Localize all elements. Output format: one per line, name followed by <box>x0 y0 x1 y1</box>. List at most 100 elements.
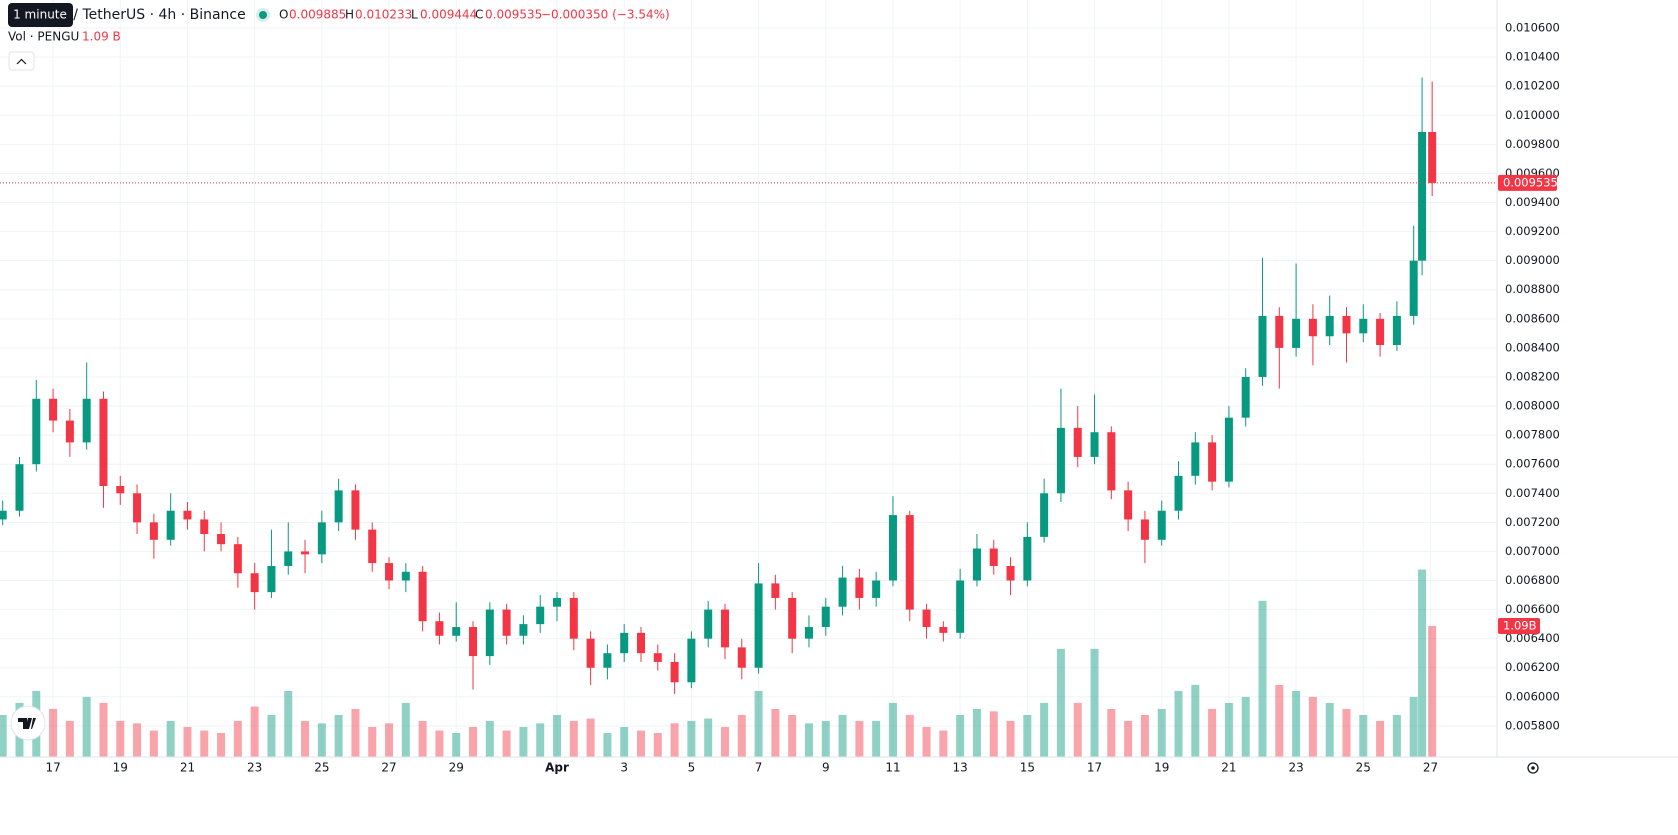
change-value: −0.000350 (−3.54%) <box>541 8 670 22</box>
candle-body <box>32 398 41 465</box>
volume-bar <box>939 730 948 757</box>
volume-bar <box>553 714 562 757</box>
volume-bar <box>754 690 763 757</box>
volume-bar <box>1308 696 1317 757</box>
candle-body <box>519 624 528 636</box>
volume-value: 1.09 B <box>82 30 121 44</box>
volume-bar <box>636 730 645 757</box>
candle-body <box>1040 493 1049 537</box>
candle-body <box>116 486 125 494</box>
candle-body <box>989 548 998 566</box>
volume-bar <box>704 718 713 757</box>
collapse-icon <box>16 58 27 65</box>
volume-bar <box>99 702 108 757</box>
candle-body <box>838 577 847 607</box>
candle-body <box>720 609 729 648</box>
collapse-button[interactable] <box>8 51 35 71</box>
volume-bar <box>1275 684 1284 757</box>
volume-bar <box>284 690 293 757</box>
candle-body <box>1409 260 1418 316</box>
candle-body <box>385 563 394 581</box>
candle-body <box>250 573 259 593</box>
candle-body <box>737 647 746 668</box>
volume-bar <box>469 726 478 757</box>
low-label: L <box>411 8 418 22</box>
candle-body <box>1090 432 1099 457</box>
y-tick-label: 0.010400 <box>1505 50 1560 64</box>
volume-bar <box>670 723 679 757</box>
volume-bar <box>905 714 914 757</box>
candle-body <box>872 580 881 598</box>
volume-bar <box>687 720 696 757</box>
candle-body <box>1325 315 1334 337</box>
candle-body <box>922 609 931 628</box>
candle-body <box>1073 427 1082 457</box>
volume-bar <box>720 726 729 757</box>
candle-body <box>1006 565 1015 581</box>
volume-bar <box>956 714 965 757</box>
tooltip: 1 minute <box>13 8 67 22</box>
volume-bar <box>1140 714 1149 757</box>
volume-bar <box>200 730 209 757</box>
candle-body <box>956 580 965 633</box>
volume-bar <box>989 711 998 757</box>
y-tick-label: 0.010000 <box>1505 108 1560 122</box>
volume-bar <box>972 708 981 757</box>
y-tick-label: 0.006800 <box>1505 573 1560 587</box>
x-tick-label: 17 <box>45 761 60 775</box>
volume-bar <box>418 720 427 757</box>
volume-bar <box>1392 714 1401 757</box>
candle-body <box>469 627 478 657</box>
candle-body <box>1342 315 1351 334</box>
volume-bar <box>435 730 444 757</box>
settings-icon[interactable] <box>1527 762 1539 774</box>
candle-body <box>855 577 864 598</box>
y-tick-label: 0.009000 <box>1505 253 1560 267</box>
x-tick-label: Apr <box>545 761 569 775</box>
candle-body <box>317 522 326 555</box>
volume-bar <box>1191 684 1200 757</box>
y-tick-label: 0.010200 <box>1505 79 1560 93</box>
candle-body <box>1392 315 1401 345</box>
candle-body <box>1241 376 1250 418</box>
x-tick-label: 7 <box>755 761 763 775</box>
candle-body <box>1224 417 1233 482</box>
high-label: H <box>345 8 354 22</box>
y-tick-label: 0.007600 <box>1505 457 1560 471</box>
candle-body <box>1275 315 1284 348</box>
candle-body <box>401 571 410 581</box>
candle-body <box>1208 442 1217 482</box>
volume-bar <box>183 726 192 757</box>
y-tick-label: 0.006000 <box>1505 689 1560 703</box>
candle-body <box>1191 442 1200 476</box>
volume-bar <box>250 706 259 757</box>
volume-tag <box>1498 618 1540 635</box>
volume-bar <box>603 732 612 757</box>
y-tick-label: 0.010600 <box>1505 21 1560 35</box>
volume-bar <box>1418 569 1427 757</box>
volume-bar <box>1040 702 1049 757</box>
candle-body <box>586 638 595 668</box>
y-tick-label: 0.008000 <box>1505 399 1560 413</box>
y-tick-label: 0.006600 <box>1505 602 1560 616</box>
volume-bar <box>569 720 578 757</box>
volume-bar <box>485 720 494 757</box>
volume-bar <box>1090 648 1099 757</box>
candle-body <box>1056 427 1065 494</box>
volume-bar <box>133 723 142 757</box>
candle-body <box>704 609 713 639</box>
volume-label: Vol · PENGU <box>8 30 79 44</box>
volume-bar <box>737 714 746 757</box>
volume-bar <box>1325 702 1334 757</box>
volume-bar <box>368 726 377 757</box>
volume-bar <box>116 720 125 757</box>
candle-body <box>603 653 612 668</box>
volume-bar <box>855 720 864 757</box>
y-tick-label: 0.007000 <box>1505 544 1560 558</box>
volume-bar <box>872 720 881 757</box>
volume-bar <box>351 708 360 757</box>
candle-body <box>553 597 562 607</box>
x-tick-label: 3 <box>620 761 628 775</box>
volume-bar <box>149 730 158 757</box>
